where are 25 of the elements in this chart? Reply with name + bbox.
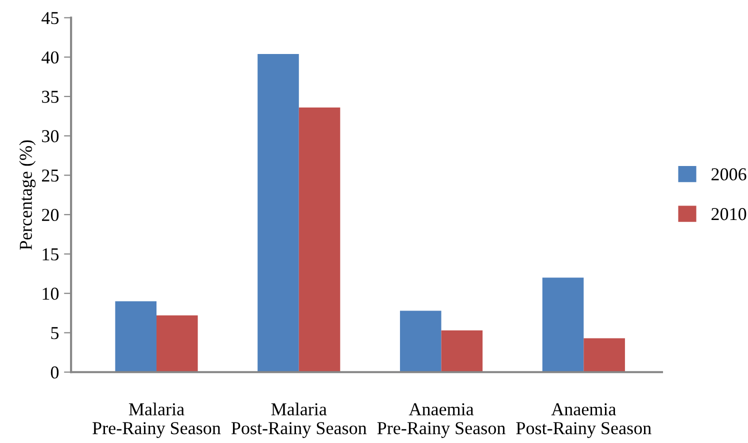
bar <box>542 278 584 372</box>
bar <box>115 301 156 372</box>
y-tick-label: 25 <box>42 170 59 182</box>
bar <box>441 330 483 372</box>
y-tick-label: 15 <box>42 248 59 260</box>
bar <box>258 54 299 372</box>
y-axis-title: Percentage (%) <box>19 140 36 250</box>
x-tick-label: Anaemia Pre-Rainy Season <box>377 403 506 438</box>
legend-label: 2010 <box>712 208 746 220</box>
y-tick-label: 5 <box>51 327 59 340</box>
x-tick-label: Malaria Post-Rainy Season <box>231 402 367 438</box>
x-tick-label: Malaria Pre-Rainy Season <box>92 402 221 438</box>
bar <box>400 310 442 372</box>
y-tick-label: 35 <box>42 90 59 103</box>
y-tick-label: 40 <box>42 51 59 64</box>
bar <box>298 108 340 372</box>
legend-label: 2006 <box>712 168 746 180</box>
y-tick-label: 45 <box>42 12 59 24</box>
y-tick-label: 0 <box>50 366 59 379</box>
x-tick-label: Anaemia Post-Rainy Season <box>516 403 652 438</box>
y-tick-label: 20 <box>42 208 59 222</box>
bar <box>584 338 625 372</box>
y-tick-label: 10 <box>42 288 59 300</box>
y-tick-label: 30 <box>42 130 59 142</box>
bar <box>156 315 198 372</box>
